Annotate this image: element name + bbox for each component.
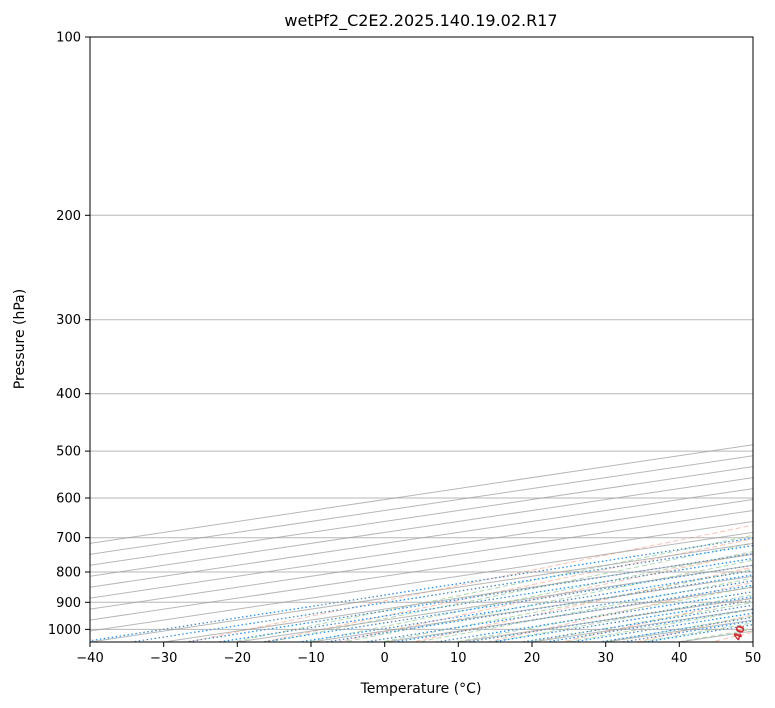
x-axis-label: Temperature (°C) — [360, 681, 482, 697]
y-tick-label: 200 — [56, 209, 81, 224]
y-tick-label: 800 — [56, 566, 81, 581]
x-tick-label: −40 — [76, 651, 103, 666]
moist-adiabat — [452, 586, 753, 642]
isotherm-grid — [90, 444, 753, 642]
isotherm-line — [90, 466, 753, 566]
isotherm-line — [90, 455, 753, 555]
y-tick-label: 100 — [56, 31, 81, 46]
x-tick-label: 20 — [524, 651, 541, 666]
x-tick-label: 30 — [597, 651, 614, 666]
mixing-ratio-line — [215, 557, 753, 642]
y-axis-label: Pressure (hPa) — [12, 289, 28, 389]
x-tick-label: 50 — [745, 651, 762, 666]
x-tick-label: −20 — [224, 651, 251, 666]
plot-area: -100-90-80-70-60-50-40-30-20-10010203040… — [90, 37, 753, 642]
x-tick-label: −10 — [297, 651, 324, 666]
isotherm-line — [90, 477, 753, 577]
isotherm-line — [90, 509, 753, 610]
x-tick-label: 40 — [671, 651, 688, 666]
isotherm-line — [90, 531, 753, 632]
isotherm-line — [90, 488, 753, 588]
y-tick-label: 1000 — [48, 623, 81, 638]
moist-adiabat — [526, 601, 753, 642]
y-tick-label: 500 — [56, 445, 81, 460]
y-tick-label: 700 — [56, 531, 81, 546]
isotherm-line — [90, 444, 753, 544]
x-tick-label: −30 — [150, 651, 177, 666]
isotherm-label: 40 — [731, 623, 748, 642]
y-tick-label: 300 — [56, 313, 81, 328]
plot-frame — [89, 36, 754, 643]
chart-title: wetPf2_C2E2.2025.140.19.02.R17 — [284, 11, 557, 31]
mixing-ratio-line — [90, 537, 753, 642]
y-tick-label: 400 — [56, 387, 81, 402]
pressure-grid — [90, 37, 753, 630]
isotherm-line — [90, 499, 753, 599]
moist-adiabat — [304, 550, 753, 642]
x-axis-ticks: −40 −30 −20 −10 0 10 20 30 40 50 — [76, 642, 761, 666]
x-tick-label: 10 — [450, 651, 467, 666]
y-tick-label: 600 — [56, 492, 81, 507]
x-tick-label: 0 — [381, 651, 389, 666]
moist-adiabats — [230, 534, 753, 642]
y-tick-label: 900 — [56, 596, 81, 611]
moist-adiabat — [341, 559, 753, 642]
y-axis-ticks: 100 200 300 400 500 600 700 800 900 1000 — [48, 31, 90, 638]
moist-adiabat — [378, 568, 753, 642]
isotherm-line — [90, 520, 753, 621]
